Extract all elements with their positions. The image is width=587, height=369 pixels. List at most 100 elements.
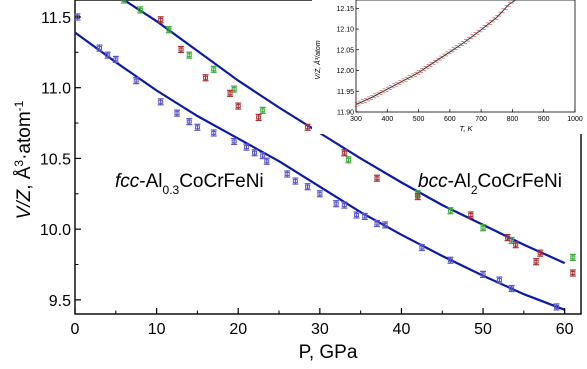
point-marker [113, 57, 119, 62]
data-point-fcc [157, 98, 164, 106]
point-marker [415, 194, 421, 199]
point-marker [570, 255, 576, 260]
x-tick-label: 50 [474, 321, 492, 338]
main-plot-frame [74, 0, 582, 315]
point-marker [105, 53, 111, 58]
x-axis-ticks: 0 10 20 30 40 50 60 [71, 308, 574, 338]
data-point-bcc_green [186, 51, 193, 59]
point-marker [166, 27, 172, 32]
y-tick-label: 11.5 [41, 10, 71, 27]
point-marker [570, 270, 576, 275]
data-point-fcc [231, 137, 238, 146]
x-tick-label: 30 [311, 321, 329, 338]
data-point-fcc [284, 170, 291, 178]
data-point-bcc_red [255, 113, 262, 121]
inset-y-ticks: 11.90 11.95 12.00 12.05 12.10 12.15 [336, 6, 359, 117]
x-tick-label: 0 [71, 321, 80, 338]
data-point-bcc_red [157, 16, 164, 24]
data-point-fcc [96, 44, 103, 52]
point-marker [537, 251, 543, 256]
data-point-bcc_green [165, 26, 172, 34]
data-point-bcc_red [569, 269, 576, 277]
point-marker [341, 203, 347, 208]
data-point-bcc_red [373, 174, 380, 182]
y-tick-label: 11.0 [41, 81, 71, 98]
data-point-fcc [553, 303, 560, 311]
point-marker [178, 47, 184, 52]
inset-x-tick-label: 600 [444, 116, 456, 123]
data-point-fcc [104, 51, 111, 59]
data-point-fcc [373, 219, 380, 228]
point-marker [231, 87, 237, 92]
data-point-bcc_red [537, 249, 544, 257]
point-marker [260, 153, 266, 158]
point-marker [243, 145, 249, 150]
point-marker [480, 225, 486, 230]
point-marker [235, 104, 241, 109]
point-marker [174, 111, 180, 116]
data-point-bcc_red [304, 123, 311, 131]
data-point-fcc [496, 276, 503, 284]
data-point-fcc [480, 270, 487, 278]
inset-chart: 300 400 500 600 700 800 900 1000 11.90 11.95 12.0… [312, 0, 583, 134]
point-marker [227, 91, 233, 96]
point-marker [305, 184, 311, 189]
data-point-fcc [243, 143, 250, 151]
inset-y-tick-label: 12.00 [336, 68, 354, 75]
data-point-bcc_red [227, 89, 234, 97]
inset-x-tick-label: 700 [475, 116, 487, 123]
data-point-bcc_green [569, 253, 576, 262]
inset-x-tick-label: 800 [507, 116, 519, 123]
point-marker [194, 125, 200, 130]
data-point-fcc [361, 212, 368, 221]
point-marker [533, 259, 539, 264]
point-marker [447, 258, 453, 263]
data-point-bcc_green [259, 106, 266, 114]
inset-y-axis-label: V/Z, Å³/atom [313, 40, 322, 79]
data-point-bcc_green [447, 207, 454, 215]
x-tick-label: 60 [556, 321, 574, 338]
data-point-fcc [174, 109, 181, 117]
inset-x-axis-label: T, K [459, 124, 473, 133]
data-point-fcc [316, 190, 323, 198]
point-marker [133, 78, 139, 83]
x-tick-label: 40 [393, 321, 411, 338]
inset-x-tick-label: 400 [381, 116, 393, 123]
point-marker [211, 67, 217, 72]
fit-curve-bcc [123, 0, 566, 265]
data-point-fcc [447, 256, 454, 264]
inset-y-tick-label: 12.10 [336, 27, 354, 34]
data-point-fcc [353, 211, 360, 219]
point-marker [305, 125, 311, 130]
inset-frame [355, 0, 576, 113]
data-point-fcc [382, 221, 389, 229]
inset-x-tick-label: 900 [538, 116, 550, 123]
data-point-fcc [251, 149, 258, 157]
point-marker [186, 119, 192, 124]
data-point-fcc [112, 55, 119, 64]
data-point-bcc_red [341, 149, 348, 157]
point-marker [284, 171, 290, 176]
y-axis-ticks: 9.5 10.0 10.5 11.0 11.5 [40, 10, 81, 310]
y-tick-label: 10.0 [40, 222, 71, 239]
point-marker [121, 0, 127, 2]
point-marker [260, 108, 266, 113]
point-marker [96, 46, 102, 51]
data-point-bcc_red [202, 74, 209, 82]
data-point-bcc_red [467, 211, 474, 219]
point-marker [203, 75, 209, 80]
data-point-fcc [186, 118, 193, 126]
inset-y-tick-label: 11.95 [337, 89, 354, 96]
x-axis-label: P, GPa [299, 342, 358, 363]
inset-y-tick-label: 12.15 [336, 6, 354, 13]
inset-x-tick-label: 500 [413, 116, 425, 123]
data-point-fcc [304, 183, 311, 191]
point-marker [505, 235, 511, 240]
point-marker [292, 179, 298, 184]
data-point-bcc_red [235, 102, 242, 110]
point-marker [480, 272, 486, 277]
point-marker [186, 53, 192, 58]
point-marker [374, 176, 380, 181]
point-marker [211, 130, 217, 135]
